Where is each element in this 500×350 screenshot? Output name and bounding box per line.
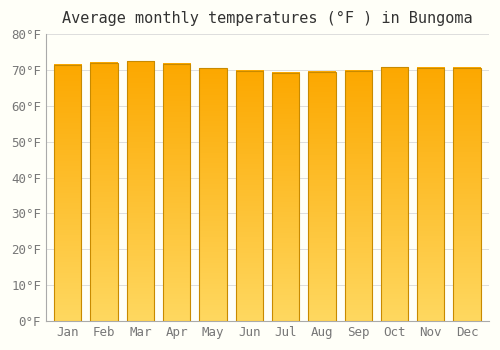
Bar <box>272 72 299 321</box>
Bar <box>200 68 226 321</box>
Bar <box>308 72 336 321</box>
Bar <box>454 68 480 321</box>
Bar <box>90 63 118 321</box>
Bar <box>236 71 263 321</box>
Bar <box>127 61 154 321</box>
Bar <box>381 67 408 321</box>
Title: Average monthly temperatures (°F ) in Bungoma: Average monthly temperatures (°F ) in Bu… <box>62 11 472 26</box>
Bar <box>163 64 190 321</box>
Bar <box>344 71 372 321</box>
Bar <box>54 65 82 321</box>
Bar <box>417 68 444 321</box>
